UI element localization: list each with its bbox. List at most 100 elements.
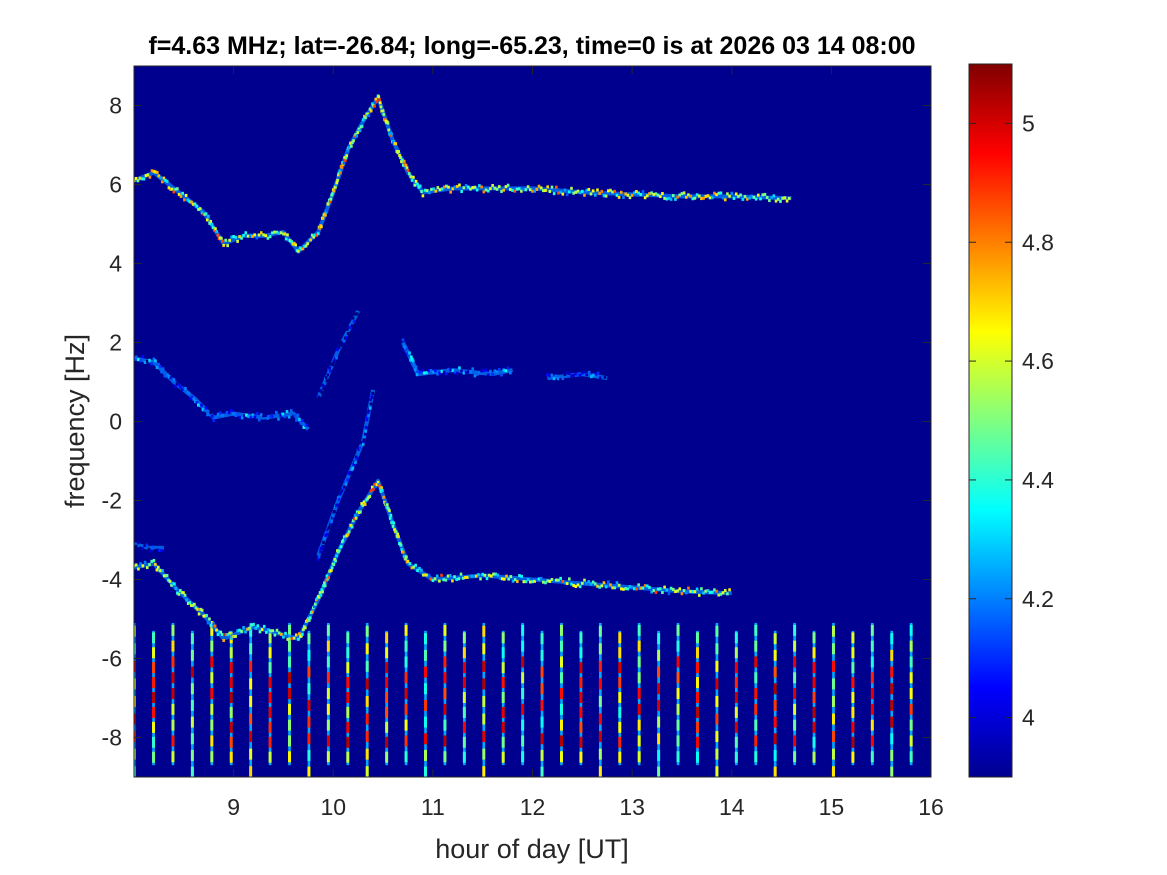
trace-point	[440, 573, 443, 577]
trace-point	[304, 424, 307, 428]
trace-point	[572, 373, 575, 377]
stripe-segment	[482, 766, 486, 777]
trace-point	[434, 369, 437, 373]
trace-point	[481, 572, 484, 576]
stripe-segment	[210, 640, 214, 652]
trace-point	[567, 371, 571, 375]
colorbar-tick-label: 5	[1022, 110, 1035, 136]
trace-point	[198, 404, 202, 408]
trace-point	[211, 226, 215, 230]
stripe-segment	[831, 625, 835, 637]
trace-point	[320, 390, 324, 394]
trace-point	[160, 370, 163, 374]
trace-point	[757, 193, 760, 197]
trace-point	[578, 190, 582, 194]
trace-point	[650, 590, 653, 594]
trace-point	[531, 580, 534, 584]
stripe-segment	[793, 719, 797, 731]
trace-point	[179, 385, 182, 389]
trace-point	[410, 566, 414, 570]
trace-point	[413, 183, 417, 187]
trace-point	[697, 593, 701, 597]
trace-point	[768, 199, 771, 203]
stripe-segment	[618, 706, 622, 718]
trace-point	[611, 190, 614, 194]
trace-point	[213, 624, 217, 628]
stripe-segment	[870, 624, 874, 636]
trace-point	[280, 632, 283, 636]
y-tick-label: 6	[109, 172, 122, 198]
trace-point	[341, 342, 345, 346]
stripe-segment	[851, 736, 855, 748]
trace-point	[170, 187, 174, 191]
stripe-segment	[326, 688, 330, 700]
stripe-segment	[171, 719, 175, 731]
stripe-segment	[424, 633, 428, 645]
stripe-segment	[773, 749, 777, 761]
trace-point	[559, 377, 562, 381]
chart-title: f=4.63 MHz; lat=-26.84; long=-65.23, tim…	[148, 32, 915, 60]
x-axis-label: hour of day [UT]	[435, 834, 629, 864]
trace-point	[336, 173, 340, 177]
trace-point	[200, 211, 204, 215]
trace-point	[141, 564, 145, 568]
stripe-segment	[695, 721, 699, 733]
stripe-segment	[676, 751, 680, 763]
trace-point	[447, 367, 450, 371]
trace-point	[492, 572, 495, 576]
trace-point	[559, 576, 562, 580]
trace-point	[717, 593, 721, 597]
trace-point	[173, 582, 176, 586]
stripe-segment	[365, 625, 369, 637]
trace-point	[641, 189, 645, 193]
trace-point	[383, 117, 387, 121]
trace-point	[420, 568, 423, 572]
trace-point	[363, 432, 367, 436]
stripe-segment	[559, 735, 563, 747]
trace-point	[311, 610, 314, 614]
stripe-segment	[462, 647, 466, 659]
stripe-segment	[579, 632, 583, 644]
trace-point	[783, 196, 787, 200]
stripe-segment	[851, 721, 855, 733]
trace-point	[331, 514, 335, 518]
trace-point	[548, 579, 552, 583]
colorbar-tick-label: 4.2	[1022, 586, 1054, 612]
trace-point	[199, 607, 202, 611]
trace-point	[650, 191, 653, 195]
stripe-segment	[307, 749, 311, 761]
stripe-segment	[870, 703, 874, 715]
trace-point	[383, 500, 386, 504]
stripe-segment	[715, 625, 719, 637]
stripe-segment	[540, 733, 544, 745]
trace-point	[295, 418, 298, 422]
trace-point	[142, 177, 146, 181]
trace-point	[238, 628, 241, 632]
trace-point	[388, 130, 392, 134]
trace-point	[542, 580, 545, 584]
trace-point	[307, 617, 310, 621]
trace-point	[378, 484, 381, 488]
trace-point	[290, 637, 294, 641]
trace-point	[524, 188, 528, 192]
trace-point	[609, 188, 612, 192]
trace-point	[152, 558, 156, 562]
trace-point	[206, 413, 209, 417]
trace-point	[344, 482, 348, 486]
trace-point	[339, 545, 343, 549]
trace-point	[356, 130, 360, 134]
trace-point	[607, 580, 610, 584]
trace-point	[175, 382, 179, 386]
trace-point	[520, 574, 523, 578]
trace-point	[136, 179, 140, 183]
trace-point	[150, 169, 154, 173]
trace-point	[622, 196, 625, 200]
trace-point	[600, 189, 604, 193]
trace-point	[336, 503, 339, 507]
trace-point	[626, 193, 630, 197]
trace-point	[552, 377, 556, 381]
trace-point	[630, 585, 634, 589]
trace-point	[489, 369, 492, 373]
trace-point	[368, 494, 372, 498]
stripe-segment	[288, 719, 292, 731]
